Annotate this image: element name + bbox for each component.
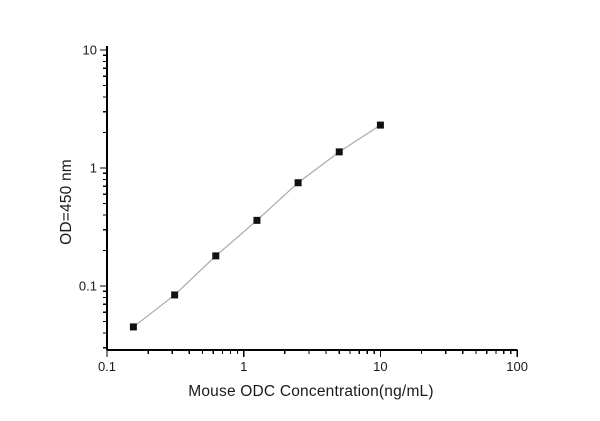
data-point-marker bbox=[294, 179, 302, 187]
x-axis-label: Mouse ODC Concentration(ng/mL) bbox=[188, 383, 434, 400]
series-line bbox=[133, 124, 381, 328]
data-point-marker bbox=[171, 291, 179, 299]
data-point-marker bbox=[335, 148, 343, 156]
y-tick-label: 10 bbox=[83, 43, 97, 58]
x-tick-label: 10 bbox=[373, 359, 387, 374]
y-tick-label: 1 bbox=[90, 161, 97, 176]
y-tick-label: 0.1 bbox=[79, 279, 97, 294]
y-axis-label: OD=450 nm bbox=[58, 159, 75, 245]
data-point-marker bbox=[129, 323, 137, 331]
data-point-marker bbox=[376, 121, 384, 129]
data-point-marker bbox=[253, 216, 261, 224]
x-tick-label: 100 bbox=[506, 359, 528, 374]
data-point-marker bbox=[212, 252, 220, 260]
x-tick-label: 1 bbox=[240, 359, 247, 374]
x-tick-label: 0.1 bbox=[98, 359, 116, 374]
